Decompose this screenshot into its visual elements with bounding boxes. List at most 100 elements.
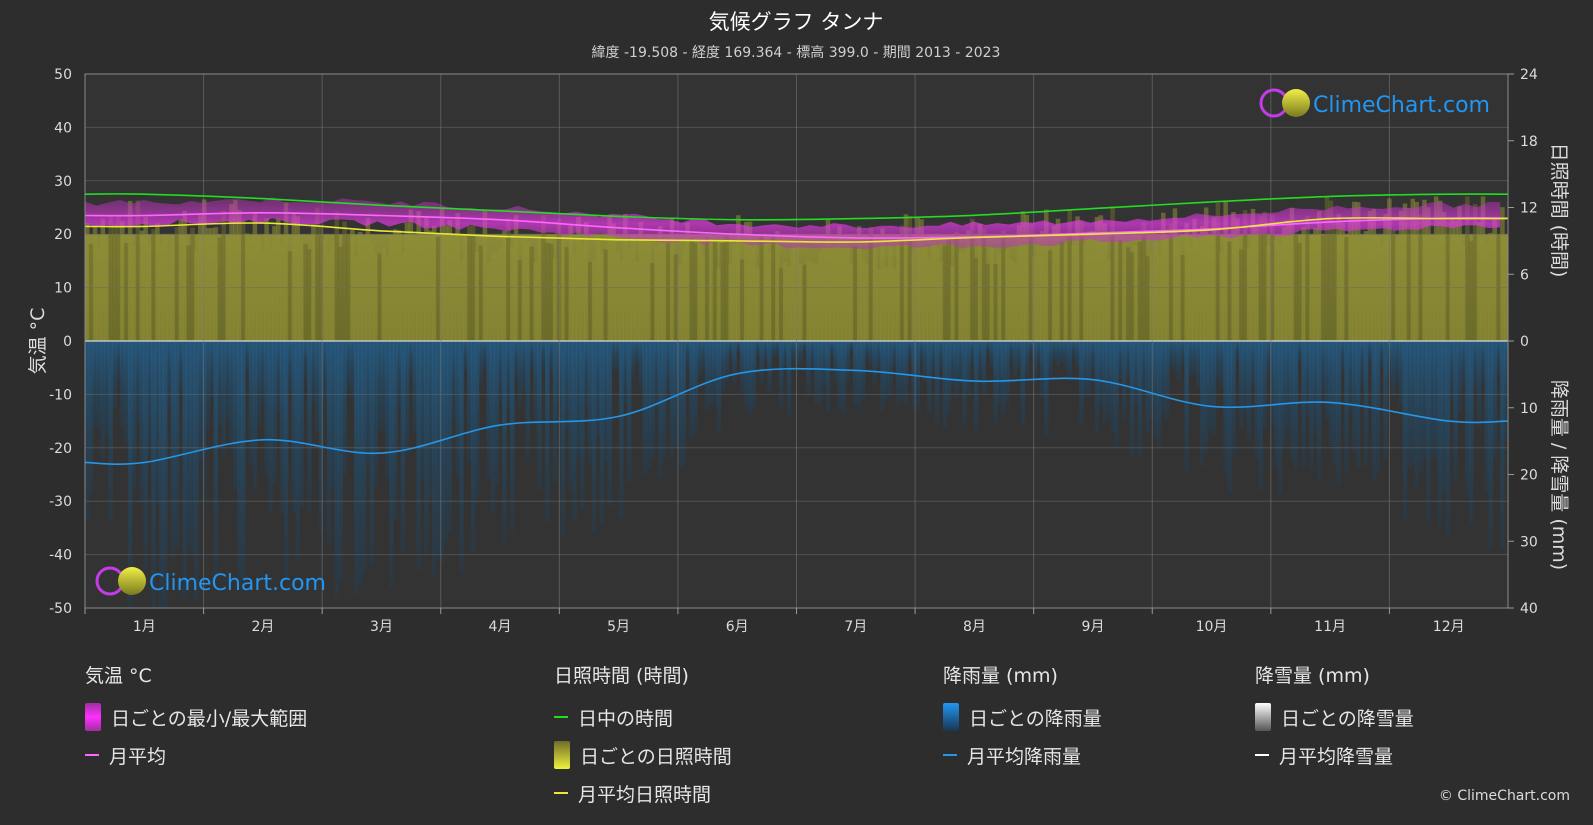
daily-rain-bar xyxy=(856,341,862,409)
daily-rain-bar xyxy=(576,341,581,458)
daily-rain-bar xyxy=(478,341,484,383)
daily-sunshine-bar xyxy=(205,228,211,341)
daily-sunshine-bar xyxy=(135,200,141,341)
daily-rain-bar xyxy=(408,341,414,377)
daily-sunshine-bar xyxy=(435,236,441,341)
daily-rain-bar xyxy=(1254,341,1260,461)
y-right-bottom-tick-label: 20 xyxy=(1520,468,1538,484)
x-tick-label: 4月 xyxy=(489,619,512,635)
daily-rain-bar xyxy=(1063,341,1069,370)
daily-sunshine-bar xyxy=(100,218,106,341)
daily-sunshine-bar xyxy=(529,246,534,341)
daily-sunshine-bar xyxy=(927,257,932,341)
daily-rain-bar xyxy=(1086,341,1092,397)
daily-rain-bar xyxy=(1008,341,1014,359)
daily-rain-bar xyxy=(736,341,741,352)
daily-rain-bar xyxy=(162,341,168,608)
daily-rain-bar xyxy=(665,341,671,393)
daily-sunshine-bar xyxy=(697,241,702,341)
daily-rain-bar xyxy=(778,341,784,408)
daily-sunshine-bar xyxy=(506,218,511,341)
daily-rain-bar xyxy=(346,341,351,390)
daily-rain-bar xyxy=(1203,341,1209,454)
y-right-top-tick-label: 12 xyxy=(1520,201,1538,217)
daily-sunshine-bar xyxy=(814,263,819,341)
daily-rain-bar xyxy=(903,341,909,406)
daily-rain-bar xyxy=(755,341,761,356)
daily-sunshine-bar xyxy=(354,256,359,341)
daily-sunshine-bar xyxy=(767,252,772,341)
daily-rain-bar xyxy=(1071,341,1076,358)
daily-rain-bar xyxy=(587,341,593,466)
daily-rain-bar xyxy=(946,341,952,416)
daily-rain-bar xyxy=(958,341,963,384)
daily-rain-bar xyxy=(459,341,464,573)
daily-rain-bar xyxy=(607,341,612,507)
daily-rain-bar xyxy=(767,341,772,393)
daily-rain-bar xyxy=(938,341,944,369)
legend-temp: 気温 °C 日ごとの最小/最大範囲 月平均 xyxy=(85,661,307,774)
daily-sunshine-bar xyxy=(1157,255,1162,341)
daily-sunshine-bar xyxy=(486,261,492,341)
y-left-tick-label: 0 xyxy=(63,334,72,350)
daily-sunshine-bar xyxy=(1500,207,1505,341)
chart-subtitle: 緯度 -19.508 - 経度 169.364 - 標高 399.0 - 期間 … xyxy=(592,44,1001,61)
daily-sunshine-bar xyxy=(237,210,242,341)
daily-rain-bar xyxy=(814,341,819,405)
daily-sunshine-bar xyxy=(1270,214,1275,341)
daily-sunshine-bar xyxy=(521,237,527,341)
daily-rain-bar xyxy=(318,341,324,533)
daily-rain-bar xyxy=(174,341,180,548)
daily-sunshine-bar xyxy=(467,226,472,341)
daily-sunshine-bar xyxy=(443,225,449,341)
daily-sunshine-bar xyxy=(287,251,293,341)
daily-rain-bar xyxy=(786,341,792,416)
daily-sunshine-bar xyxy=(276,219,281,341)
daily-sunshine-bar xyxy=(502,230,507,341)
daily-rain-bar xyxy=(260,341,265,404)
daylight-swatch xyxy=(554,716,568,718)
daily-rain-bar xyxy=(1215,341,1221,380)
daily-rain-bar xyxy=(1118,341,1123,379)
y-left-tick-label: 20 xyxy=(54,227,72,243)
daily-rain-bar xyxy=(166,341,172,407)
legend-snow: 降雪量 (mm) 日ごとの降雪量 月平均降雪量 xyxy=(1255,661,1414,774)
daily-sunshine-bar xyxy=(147,244,152,341)
daily-sunshine-bar xyxy=(1266,245,1271,341)
rain-avg-swatch xyxy=(943,754,957,756)
daily-sunshine-bar xyxy=(704,236,710,341)
daily-rain-bar xyxy=(759,341,764,384)
daily-sunshine-bar xyxy=(989,248,994,341)
daily-sunshine-bar xyxy=(322,239,328,341)
daily-sunshine-bar xyxy=(802,264,807,341)
daily-rain-bar xyxy=(1196,341,1201,388)
daily-sunshine-bar xyxy=(408,209,414,341)
daily-sunshine-bar xyxy=(1457,206,1462,341)
legend-item: 日ごとの最小/最大範囲 xyxy=(85,698,307,736)
daily-sunshine-bar xyxy=(474,251,480,341)
daily-rain-bar xyxy=(1172,341,1178,372)
daily-sunshine-bar xyxy=(1320,235,1326,341)
daily-sunshine-bar xyxy=(143,216,148,341)
daily-rain-bar xyxy=(330,341,336,489)
daily-sunshine-bar xyxy=(1125,247,1131,341)
daily-sunshine-bar xyxy=(962,252,967,341)
daily-sunshine-bar xyxy=(1032,256,1037,341)
daily-rain-bar xyxy=(638,341,644,388)
daily-sunshine-bar xyxy=(1075,216,1080,341)
daily-sunshine-bar xyxy=(217,237,223,341)
daily-sunshine-bar xyxy=(85,223,90,341)
daily-rain-bar xyxy=(502,341,507,545)
daily-sunshine-bar xyxy=(817,252,823,341)
daily-sunshine-bar xyxy=(739,259,745,341)
daily-rain-bar xyxy=(591,341,597,534)
axes: 50 40 30 20 10 0 -10 -20 -30 -40 -50 24 18 12 6 0 10 20 30… xyxy=(49,67,1538,635)
daily-rain-bar xyxy=(509,341,515,533)
daily-sunshine-bar xyxy=(1153,241,1158,341)
daily-rain-bar xyxy=(229,341,234,450)
daily-rain-bar xyxy=(1094,341,1100,434)
daily-rain-bar xyxy=(864,341,870,360)
sunshine-avg-swatch xyxy=(554,792,568,794)
daily-rain-bar xyxy=(1367,341,1373,364)
daily-rain-bar xyxy=(775,341,780,355)
